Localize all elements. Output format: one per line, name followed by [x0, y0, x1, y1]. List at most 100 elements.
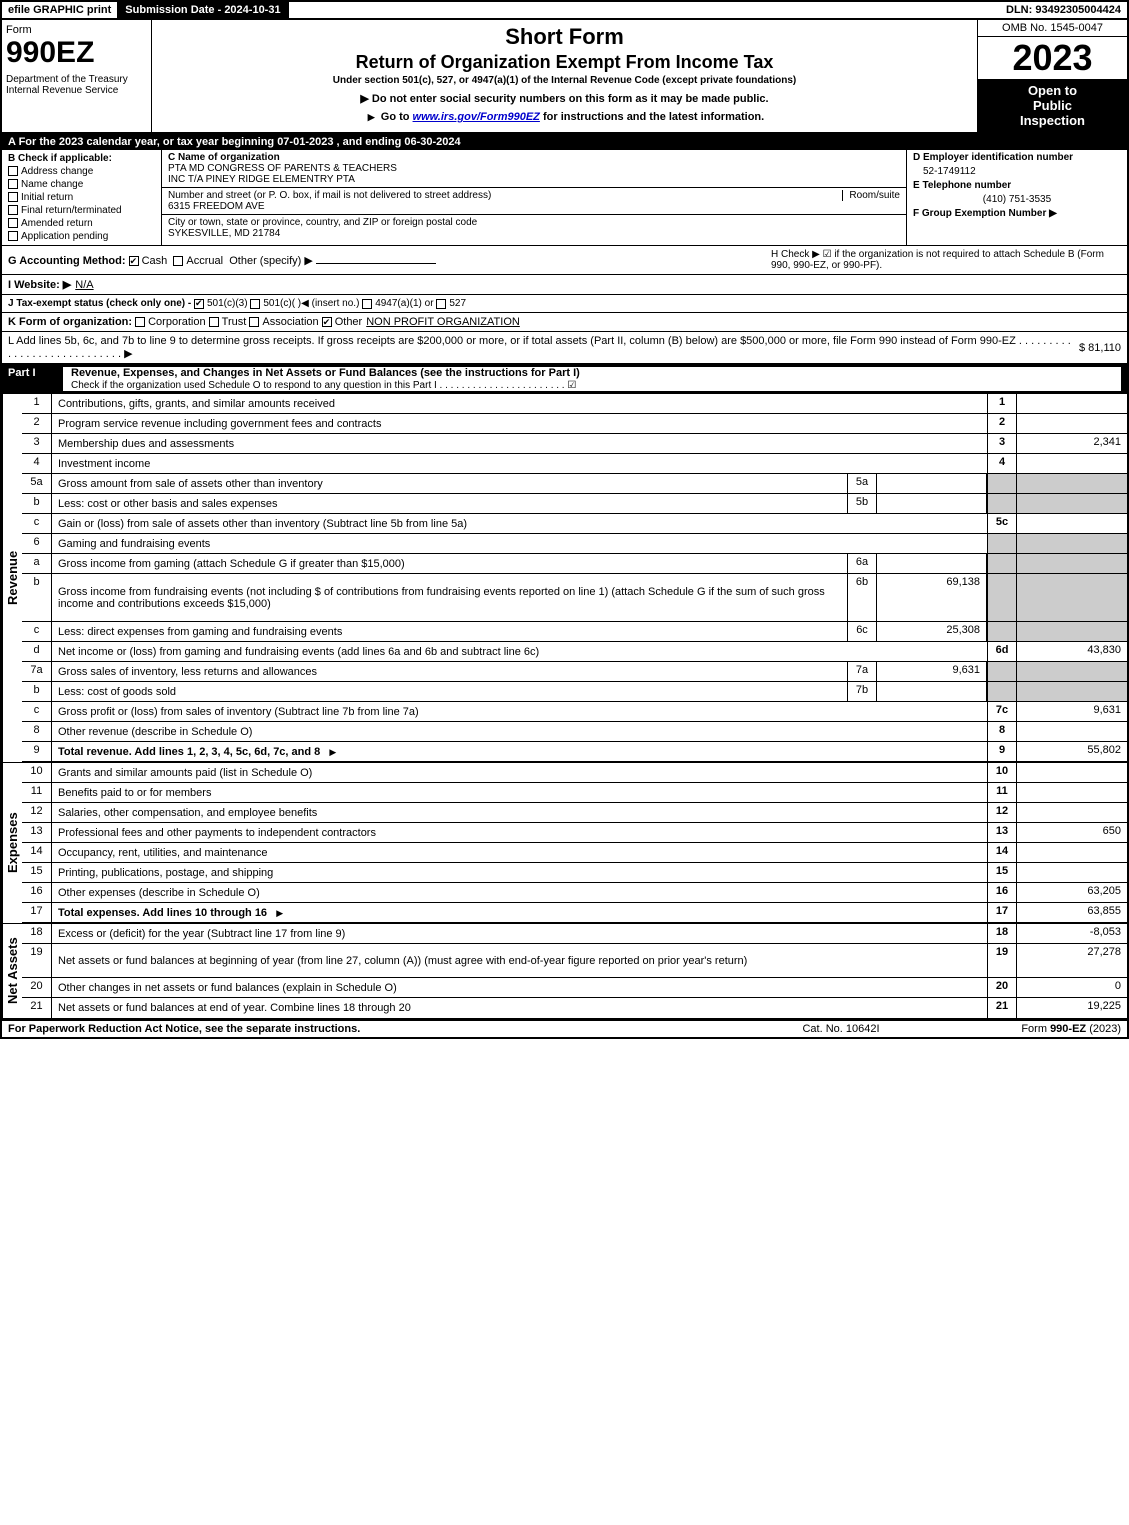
efile-badge[interactable]: efile GRAPHIC print: [2, 2, 119, 18]
line-8: 8Other revenue (describe in Schedule O)8: [22, 722, 1127, 742]
org-name-2: INC T/A PINEY RIDGE ELEMENTRY PTA: [168, 174, 355, 185]
org-city: SYKESVILLE, MD 21784: [168, 228, 280, 239]
chk-other-org[interactable]: [322, 317, 332, 327]
ein: 52-1749112: [923, 166, 1121, 177]
chk-assoc[interactable]: [249, 317, 259, 327]
footer-paperwork: For Paperwork Reduction Act Notice, see …: [8, 1023, 741, 1035]
public-inspection: Open to Public Inspection: [978, 79, 1127, 132]
section-a: A For the 2023 calendar year, or tax yea…: [0, 134, 1129, 150]
row-j: J Tax-exempt status (check only one) - 5…: [0, 295, 1129, 313]
header-note-link: Go to www.irs.gov/Form990EZ for instruct…: [160, 111, 969, 123]
chk-501c[interactable]: [250, 299, 260, 309]
line-17: 17Total expenses. Add lines 10 through 1…: [22, 903, 1127, 923]
col-c-label: C Name of organization: [168, 152, 280, 163]
line-5c: cGain or (loss) from sale of assets othe…: [22, 514, 1127, 534]
line-7c: cGross profit or (loss) from sales of in…: [22, 702, 1127, 722]
topbar: efile GRAPHIC print Submission Date - 20…: [0, 0, 1129, 20]
chk-cash[interactable]: [129, 256, 139, 266]
line-6d: dNet income or (loss) from gaming and fu…: [22, 642, 1127, 662]
line-6: 6Gaming and fundraising events: [22, 534, 1127, 554]
phone: (410) 751-3535: [913, 194, 1121, 205]
line-3: 3Membership dues and assessments32,341: [22, 434, 1127, 454]
org-name-1: PTA MD CONGRESS OF PARENTS & TEACHERS: [168, 163, 397, 174]
org-name-block: C Name of organization PTA MD CONGRESS O…: [162, 150, 906, 188]
line-15: 15Printing, publications, postage, and s…: [22, 863, 1127, 883]
chk-initial-return[interactable]: Initial return: [8, 192, 155, 203]
dln: DLN: 93492305004424: [1000, 2, 1127, 18]
line-19: 19Net assets or fund balances at beginni…: [22, 944, 1127, 978]
chk-4947[interactable]: [362, 299, 372, 309]
row-g-h: G Accounting Method: Cash Accrual Other …: [0, 246, 1129, 275]
website-value: N/A: [75, 279, 93, 291]
omb-number: OMB No. 1545-0047: [978, 20, 1127, 37]
chk-name-change[interactable]: Name change: [8, 179, 155, 190]
irs-link[interactable]: www.irs.gov/Form990EZ: [413, 111, 540, 123]
side-revenue: Revenue: [2, 394, 22, 762]
form-header: Form 990EZ Department of the Treasury In…: [0, 20, 1129, 134]
footer: For Paperwork Reduction Act Notice, see …: [0, 1020, 1129, 1039]
chk-final-return[interactable]: Final return/terminated: [8, 205, 155, 216]
street-block: Number and street (or P. O. box, if mail…: [162, 188, 906, 215]
col-b-label: B Check if applicable:: [8, 153, 155, 164]
footer-formref: Form 990-EZ (2023): [941, 1023, 1121, 1035]
row-h: H Check ▶ ☑ if the organization is not r…: [771, 249, 1121, 271]
chk-trust[interactable]: [209, 317, 219, 327]
line-9: 9Total revenue. Add lines 1, 2, 3, 4, 5c…: [22, 742, 1127, 762]
col-d: D Employer identification number 52-1749…: [907, 150, 1127, 245]
side-netassets: Net Assets: [2, 924, 22, 1018]
line-6c: cLess: direct expenses from gaming and f…: [22, 622, 1127, 642]
submission-date: Submission Date - 2024-10-31: [119, 2, 288, 18]
header-center: Short Form Return of Organization Exempt…: [152, 20, 977, 132]
line-4: 4Investment income4: [22, 454, 1127, 474]
line-5a: 5aGross amount from sale of assets other…: [22, 474, 1127, 494]
form-label: Form: [6, 24, 147, 36]
netassets-table: Net Assets 18Excess or (deficit) for the…: [0, 923, 1129, 1020]
row-l: L Add lines 5b, 6c, and 7b to line 9 to …: [0, 332, 1129, 364]
city-block: City or town, state or province, country…: [162, 215, 906, 241]
col-c-org: C Name of organization PTA MD CONGRESS O…: [162, 150, 907, 245]
title-short-form: Short Form: [160, 24, 969, 50]
line-20: 20Other changes in net assets or fund ba…: [22, 978, 1127, 998]
side-expenses: Expenses: [2, 763, 22, 923]
dept: Department of the Treasury Internal Reve…: [6, 74, 147, 96]
org-street: 6315 FREEDOM AVE: [168, 201, 265, 212]
chk-pending[interactable]: Application pending: [8, 231, 155, 242]
arrow-icon: [273, 907, 286, 919]
chk-address-change[interactable]: Address change: [8, 166, 155, 177]
chk-accrual[interactable]: [173, 256, 183, 266]
line-2: 2Program service revenue including gover…: [22, 414, 1127, 434]
chk-corp[interactable]: [135, 317, 145, 327]
form-number: 990EZ: [6, 36, 147, 70]
col-b-check: B Check if applicable: Address change Na…: [2, 150, 162, 245]
row-i: I Website: ▶ N/A: [0, 275, 1129, 295]
arrow-icon: [326, 746, 339, 758]
line-11: 11Benefits paid to or for members11: [22, 783, 1127, 803]
gross-receipts: $ 81,110: [1079, 342, 1121, 354]
line-7a: 7aGross sales of inventory, less returns…: [22, 662, 1127, 682]
line-21: 21Net assets or fund balances at end of …: [22, 998, 1127, 1018]
tax-year: 2023: [978, 37, 1127, 79]
chk-501c3[interactable]: [194, 299, 204, 309]
chk-527[interactable]: [436, 299, 446, 309]
header-note-ssn: ▶ Do not enter social security numbers o…: [160, 92, 969, 105]
arrow-icon: [365, 111, 378, 123]
expenses-table: Expenses 10Grants and similar amounts pa…: [0, 762, 1129, 923]
line-16: 16Other expenses (describe in Schedule O…: [22, 883, 1127, 903]
line-18: 18Excess or (deficit) for the year (Subt…: [22, 924, 1127, 944]
g-label: G Accounting Method:: [8, 255, 126, 267]
line-5b: bLess: cost or other basis and sales exp…: [22, 494, 1127, 514]
chk-amended[interactable]: Amended return: [8, 218, 155, 229]
line-6a: aGross income from gaming (attach Schedu…: [22, 554, 1127, 574]
title-return-exempt: Return of Organization Exempt From Incom…: [160, 52, 969, 73]
header-right: OMB No. 1545-0047 2023 Open to Public In…: [977, 20, 1127, 132]
revenue-table: Revenue 1Contributions, gifts, grants, a…: [0, 394, 1129, 762]
line-7b: bLess: cost of goods sold7b: [22, 682, 1127, 702]
line-13: 13Professional fees and other payments t…: [22, 823, 1127, 843]
header-left: Form 990EZ Department of the Treasury In…: [2, 20, 152, 132]
section-bcd: B Check if applicable: Address change Na…: [0, 150, 1129, 246]
part-i-header: Part I Revenue, Expenses, and Changes in…: [0, 364, 1129, 394]
line-10: 10Grants and similar amounts paid (list …: [22, 763, 1127, 783]
line-1: 1Contributions, gifts, grants, and simil…: [22, 394, 1127, 414]
line-14: 14Occupancy, rent, utilities, and mainte…: [22, 843, 1127, 863]
line-6b: bGross income from fundraising events (n…: [22, 574, 1127, 622]
